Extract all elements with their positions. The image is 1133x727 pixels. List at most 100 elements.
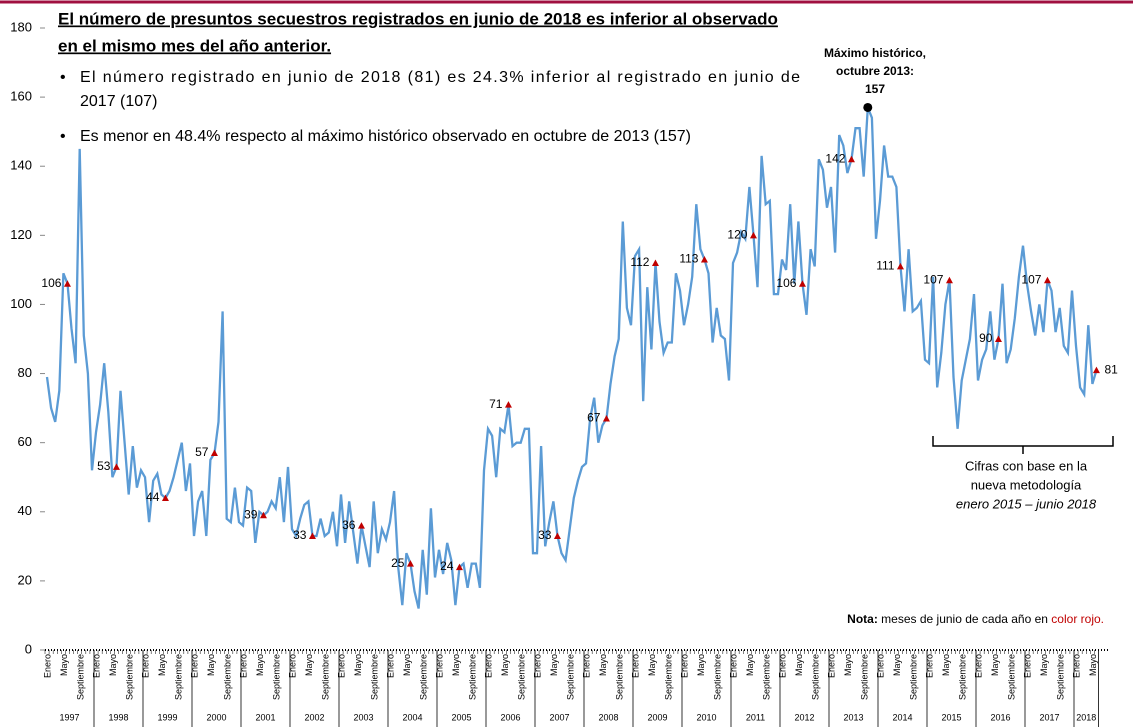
- bullet-text: 2017 (107): [80, 93, 157, 110]
- june-label: 44: [146, 490, 160, 504]
- year-label: 2005: [451, 712, 471, 722]
- june-label: 111: [876, 259, 895, 273]
- month-label: Septiembre: [320, 654, 330, 700]
- month-label: Enero: [778, 654, 788, 678]
- june-marker: [357, 522, 365, 529]
- month-label: Septiembre: [369, 654, 379, 700]
- june-marker: [651, 259, 659, 266]
- month-label: Enero: [631, 654, 641, 678]
- bracket-text: Cifras con base en la: [965, 458, 1088, 473]
- year-label: 2008: [598, 712, 618, 722]
- month-label: Mayo: [647, 654, 657, 676]
- bracket-text: enero 2015 – junio 2018: [956, 496, 1097, 511]
- bullet-text: El número registrado en junio de 2018 (8…: [80, 69, 800, 86]
- june-label: 142: [825, 151, 845, 165]
- month-label: Septiembre: [908, 654, 918, 700]
- bracket: [932, 436, 1114, 454]
- month-label: Enero: [1072, 654, 1082, 678]
- year-label: 2006: [500, 712, 520, 722]
- month-label: Enero: [876, 654, 886, 678]
- june-marker: [210, 449, 218, 457]
- month-label: Mayo: [941, 654, 951, 676]
- month-label: Mayo: [1088, 654, 1098, 676]
- june-marker: [161, 494, 169, 501]
- month-label: Septiembre: [614, 654, 624, 700]
- month-label: Mayo: [304, 654, 314, 676]
- month-label: Mayo: [1039, 654, 1049, 676]
- june-label: 112: [630, 255, 649, 269]
- y-tick-label: 40: [18, 503, 32, 518]
- month-label: Septiembre: [712, 654, 722, 700]
- max-value: 157: [865, 82, 885, 96]
- month-label: Septiembre: [124, 654, 134, 700]
- max-point: [863, 102, 873, 112]
- month-label: Septiembre: [1055, 654, 1065, 700]
- june-marker: [798, 280, 806, 287]
- june-marker: [1043, 276, 1051, 284]
- year-label: 2010: [696, 712, 716, 722]
- month-label: Mayo: [108, 654, 118, 676]
- note: Nota: meses de junio de cada año en colo…: [847, 612, 1104, 626]
- june-label: 107: [1021, 272, 1041, 286]
- year-label: 1997: [59, 712, 79, 722]
- month-label: Enero: [582, 654, 592, 678]
- y-tick-label: 120: [10, 227, 32, 242]
- month-label: Septiembre: [1006, 654, 1016, 700]
- month-label: Enero: [288, 654, 298, 678]
- month-label: Enero: [484, 654, 494, 678]
- series-line: [45, 107, 1098, 609]
- month-label: Enero: [190, 654, 200, 678]
- year-label: 1999: [157, 712, 177, 722]
- year-label: 2002: [304, 712, 324, 722]
- month-label: Enero: [925, 654, 935, 678]
- month-label: Septiembre: [565, 654, 575, 700]
- year-label: 2009: [647, 712, 667, 722]
- month-label: Mayo: [892, 654, 902, 676]
- june-marker: [847, 155, 855, 163]
- year-label: 2018: [1076, 712, 1096, 722]
- june-label: 57: [195, 445, 209, 459]
- month-label: Enero: [974, 654, 984, 678]
- month-label: Mayo: [549, 654, 559, 676]
- june-label: 67: [587, 411, 601, 425]
- june-marker: [63, 280, 71, 287]
- month-label: Enero: [43, 654, 53, 678]
- month-label: Septiembre: [467, 654, 477, 700]
- year-label: 2004: [402, 712, 422, 722]
- y-tick-label: 80: [18, 365, 32, 380]
- y-tick-label: 20: [18, 572, 32, 587]
- june-label: 24: [440, 559, 454, 573]
- june-marker: [700, 256, 708, 263]
- month-label: Enero: [337, 654, 347, 678]
- june-marker: [1092, 366, 1100, 374]
- june-label: 106: [776, 276, 796, 290]
- june-marker: [945, 276, 953, 284]
- june-marker: [455, 563, 463, 571]
- month-label: Septiembre: [75, 654, 85, 700]
- year-label: 2007: [549, 712, 569, 722]
- june-marker: [406, 560, 414, 567]
- month-label: Enero: [1023, 654, 1033, 678]
- bracket-text: nueva metodología: [971, 477, 1082, 492]
- month-label: Mayo: [59, 654, 69, 676]
- year-label: 2016: [990, 712, 1010, 722]
- year-label: 2003: [353, 712, 373, 722]
- note-part: Nota:: [847, 612, 878, 626]
- june-label: 33: [293, 528, 307, 542]
- june-marker: [994, 335, 1002, 342]
- year-label: 2011: [746, 712, 765, 722]
- month-label: Septiembre: [810, 654, 820, 700]
- month-label: Mayo: [500, 654, 510, 676]
- year-label: 2017: [1039, 712, 1059, 722]
- month-label: Mayo: [206, 654, 216, 676]
- june-label: 81: [1104, 362, 1118, 376]
- max-annotation: octubre 2013:: [836, 64, 914, 78]
- month-label: Mayo: [696, 654, 706, 676]
- month-label: Mayo: [598, 654, 608, 676]
- month-label: Enero: [435, 654, 445, 678]
- month-label: Enero: [729, 654, 739, 678]
- year-label: 2000: [206, 712, 226, 722]
- max-annotation: Máximo histórico,: [824, 46, 926, 60]
- june-label: 90: [979, 331, 993, 345]
